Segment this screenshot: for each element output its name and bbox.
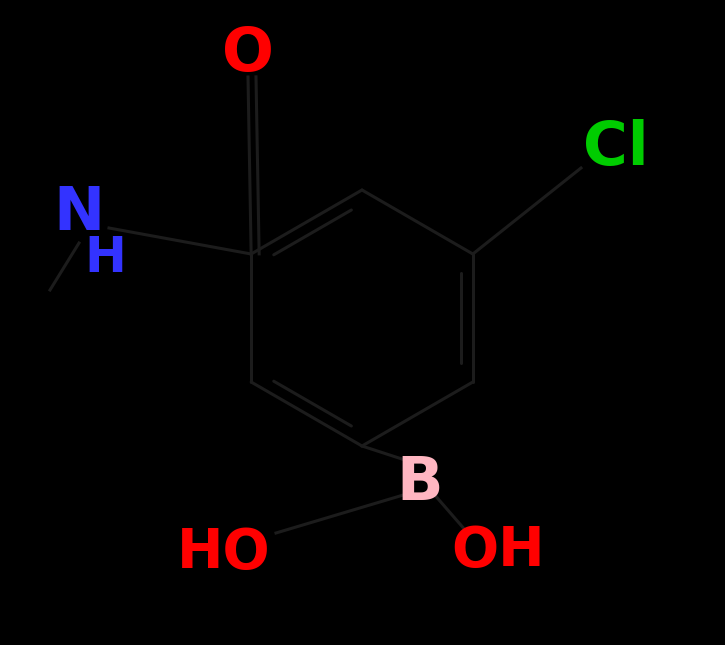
Text: O: O xyxy=(222,26,274,84)
Text: B: B xyxy=(397,453,443,513)
Text: HO: HO xyxy=(177,526,271,580)
Text: H: H xyxy=(84,234,126,282)
Text: OH: OH xyxy=(451,524,544,578)
Text: N: N xyxy=(54,183,104,243)
Text: Cl: Cl xyxy=(583,119,649,177)
